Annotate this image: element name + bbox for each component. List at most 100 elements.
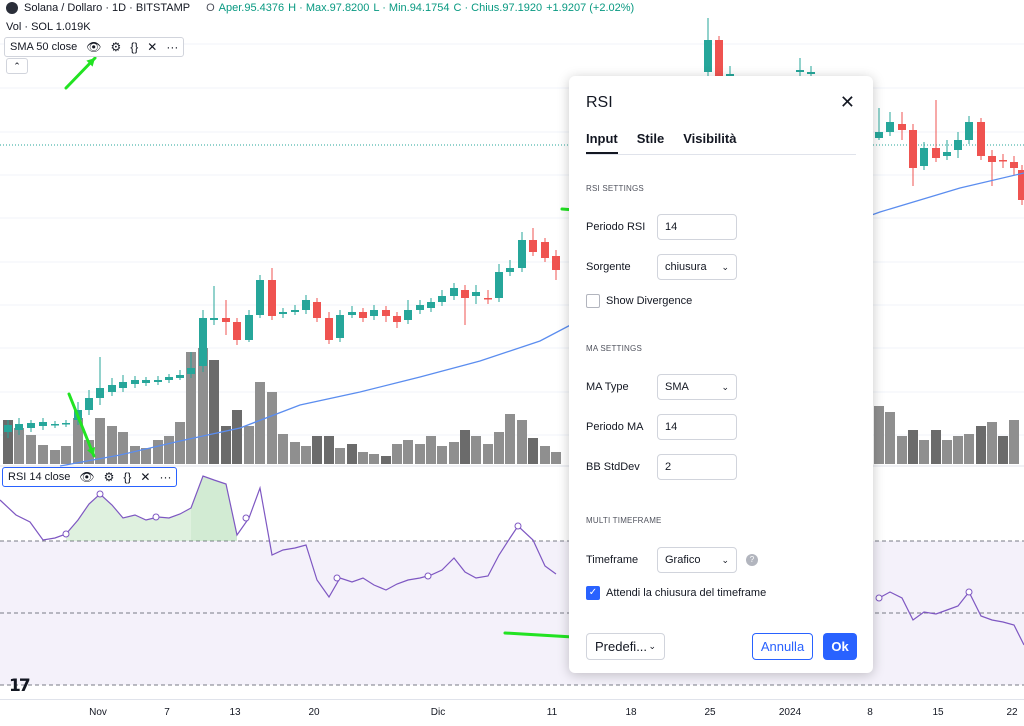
ok-button[interactable]: Ok: [823, 633, 857, 660]
volume-bar: [358, 452, 368, 464]
tab-input[interactable]: Input: [586, 131, 618, 154]
candle-body: [268, 280, 276, 316]
rsi-pivot-marker: [152, 513, 160, 521]
volume-bar: [381, 456, 391, 464]
rsi-pivot-marker: [96, 490, 104, 498]
bb-stddev-input[interactable]: 2: [657, 454, 737, 480]
section-rsi-settings: RSI SETTINGS: [586, 184, 644, 193]
timeframe-select[interactable]: Grafico ⌄: [657, 547, 737, 573]
rsi-pivot-marker: [424, 572, 432, 580]
source-value: chiusura: [665, 261, 707, 273]
candle-body: [541, 242, 549, 258]
ma-period-input[interactable]: 14: [657, 414, 737, 440]
x-tick: 25: [704, 707, 716, 718]
show-divergence-checkbox[interactable]: [586, 294, 600, 308]
volume-bar: [540, 446, 550, 464]
candle-body: [1010, 162, 1018, 168]
more-icon[interactable]: ···: [166, 40, 179, 54]
x-tick: 8: [867, 707, 873, 718]
candle-body: [965, 122, 973, 140]
volume-bar: [267, 392, 277, 464]
source-code-icon[interactable]: {}: [130, 40, 139, 54]
close-icon[interactable]: ✕: [140, 470, 151, 484]
symbol-title[interactable]: Solana / Dollaro · 1D · BITSTAMP: [24, 2, 191, 14]
chevron-down-icon: ⌄: [648, 641, 656, 651]
source-code-icon[interactable]: {}: [123, 470, 132, 484]
x-tick: 15: [932, 707, 944, 718]
candle-body: [302, 300, 310, 310]
candle-body: [988, 156, 996, 162]
source-label: Sorgente: [586, 261, 631, 273]
ma-type-select[interactable]: SMA ⌄: [657, 374, 737, 400]
volume-bar: [426, 436, 436, 464]
candle-body: [529, 240, 537, 252]
volume-bar: [50, 450, 60, 464]
sma-label: SMA 50 close: [10, 41, 78, 53]
more-icon[interactable]: ···: [159, 470, 172, 484]
solana-logo-icon: [6, 2, 18, 14]
source-select[interactable]: chiusura ⌄: [657, 254, 737, 280]
candle-body: [313, 302, 321, 318]
close-icon[interactable]: ✕: [839, 92, 855, 112]
candle-body: [715, 40, 723, 78]
cancel-button[interactable]: Annulla: [752, 633, 813, 660]
volume-bar: [61, 446, 71, 464]
candle-body: [85, 398, 93, 410]
volume-bar: [244, 426, 254, 464]
candle-body: [393, 316, 401, 322]
tab-visibility[interactable]: Visibilità: [683, 131, 737, 146]
section-ma-settings: MA SETTINGS: [586, 344, 642, 353]
help-icon[interactable]: ?: [746, 554, 758, 566]
candle-body: [187, 368, 195, 374]
eye-icon[interactable]: 👁: [79, 470, 95, 484]
volume-bar: [26, 435, 36, 464]
candle-body: [279, 312, 287, 314]
defaults-label: Predefi...: [595, 639, 648, 654]
annotation-arrow: [67, 392, 96, 458]
candle-body: [27, 423, 35, 428]
volume-bar: [153, 440, 163, 464]
eye-icon[interactable]: 👁: [86, 40, 102, 54]
candle-body: [472, 292, 480, 296]
gear-icon[interactable]: ⚙: [103, 470, 115, 484]
x-tick: 20: [308, 707, 320, 718]
candle-body: [176, 375, 184, 378]
collapse-legend-button[interactable]: ⌃: [6, 58, 28, 74]
wait-close-label: Attendi la chiusura del timeframe: [606, 587, 767, 599]
candle-body: [154, 380, 162, 382]
sma-line: [59, 172, 1024, 467]
ma-type-label: MA Type: [586, 381, 629, 393]
volume-bar: [528, 438, 538, 464]
volume-bar: [551, 452, 561, 464]
candle-body: [370, 310, 378, 316]
volume-bar: [255, 382, 265, 464]
rsi-pivot-marker: [514, 522, 522, 530]
candle-body: [898, 124, 906, 130]
x-tick: 2024: [778, 707, 802, 718]
sma-indicator-legend[interactable]: SMA 50 close 👁 ⚙ {} ✕ ···: [4, 37, 185, 57]
volume-bar: [164, 436, 174, 464]
rsi-indicator-legend[interactable]: RSI 14 close 👁 ⚙ {} ✕ ···: [2, 467, 178, 487]
candle-body: [943, 152, 951, 156]
volume-bar: [3, 420, 13, 464]
volume-bar: [95, 418, 105, 464]
ohlc-change: +1.9207 (+2.02%): [546, 2, 635, 14]
x-tick: Dic: [430, 707, 446, 718]
wait-close-checkbox[interactable]: ✓: [586, 586, 600, 600]
volume-bar: [301, 446, 311, 464]
gear-icon[interactable]: ⚙: [110, 40, 122, 54]
close-icon[interactable]: ✕: [147, 40, 158, 54]
tab-style[interactable]: Stile: [636, 131, 665, 146]
defaults-dropdown-button[interactable]: Predefi... ⌄: [586, 633, 665, 660]
time-axis[interactable]: Nov 7 13 20 Dic 11 18 25 2024 8 15 22: [0, 699, 1024, 726]
x-tick: 18: [625, 707, 637, 718]
ohlc-close: C · Chius.97.1920: [453, 2, 543, 14]
volume-bar: [335, 448, 345, 464]
rsi-period-input[interactable]: 14: [657, 214, 737, 240]
volume-bar: [369, 454, 379, 464]
volume-bar: [505, 414, 515, 464]
tradingview-logo[interactable]: 17: [9, 676, 31, 696]
volume-bar: [908, 430, 918, 464]
rsi-pivot-marker: [62, 530, 70, 538]
ohlc-low: L · Min.94.1754: [373, 2, 450, 14]
